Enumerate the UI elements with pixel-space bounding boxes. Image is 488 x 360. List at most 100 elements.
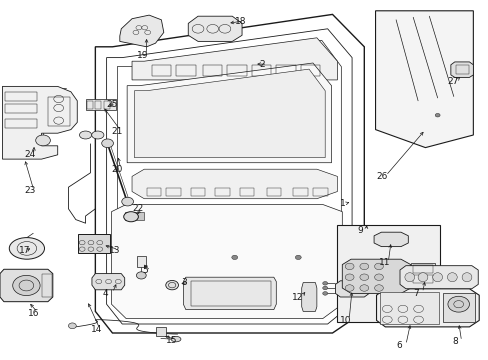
Text: 23: 23 bbox=[24, 186, 36, 195]
Circle shape bbox=[447, 296, 468, 312]
Bar bbox=[410, 263, 434, 284]
Text: 13: 13 bbox=[108, 246, 120, 255]
Bar bbox=[41, 274, 52, 297]
Bar bbox=[5, 92, 37, 101]
Bar bbox=[95, 101, 101, 109]
Circle shape bbox=[345, 285, 353, 291]
Bar bbox=[300, 65, 320, 76]
Bar bbox=[124, 212, 144, 220]
Bar bbox=[190, 188, 205, 196]
Circle shape bbox=[13, 275, 40, 296]
Bar bbox=[412, 265, 432, 273]
Circle shape bbox=[322, 282, 327, 285]
Text: 6: 6 bbox=[395, 341, 401, 350]
Polygon shape bbox=[0, 269, 53, 302]
Bar bbox=[5, 104, 37, 113]
Text: 17: 17 bbox=[19, 246, 30, 255]
Bar bbox=[87, 101, 93, 109]
Bar bbox=[151, 65, 171, 76]
Text: 12: 12 bbox=[292, 292, 303, 302]
Circle shape bbox=[374, 263, 383, 270]
Bar bbox=[412, 275, 432, 283]
Bar bbox=[5, 119, 37, 128]
Circle shape bbox=[434, 113, 439, 117]
Polygon shape bbox=[111, 204, 342, 319]
Bar bbox=[312, 188, 327, 196]
Text: 22: 22 bbox=[132, 204, 143, 213]
Text: 24: 24 bbox=[24, 150, 36, 159]
Polygon shape bbox=[127, 63, 331, 163]
Circle shape bbox=[231, 255, 237, 260]
Ellipse shape bbox=[123, 212, 138, 222]
Polygon shape bbox=[335, 281, 368, 297]
Bar bbox=[455, 65, 468, 74]
Text: 11: 11 bbox=[378, 258, 390, 267]
Text: 10: 10 bbox=[339, 316, 351, 325]
Ellipse shape bbox=[404, 273, 414, 282]
Ellipse shape bbox=[417, 273, 427, 282]
Circle shape bbox=[68, 323, 76, 329]
Ellipse shape bbox=[171, 336, 181, 342]
Bar bbox=[103, 101, 109, 109]
Circle shape bbox=[359, 274, 368, 280]
Text: 20: 20 bbox=[111, 165, 122, 174]
Polygon shape bbox=[2, 86, 77, 159]
Text: 21: 21 bbox=[111, 127, 122, 136]
Text: 15: 15 bbox=[166, 336, 178, 345]
Circle shape bbox=[359, 285, 368, 291]
Bar bbox=[85, 99, 116, 110]
Text: 7: 7 bbox=[412, 289, 418, 298]
Ellipse shape bbox=[79, 131, 92, 139]
Ellipse shape bbox=[9, 238, 44, 259]
Polygon shape bbox=[132, 38, 337, 80]
Text: 2: 2 bbox=[259, 60, 264, 69]
Bar bbox=[137, 256, 145, 267]
Text: 16: 16 bbox=[28, 309, 40, 318]
Text: 26: 26 bbox=[376, 172, 387, 181]
Bar bbox=[176, 65, 195, 76]
Bar bbox=[203, 65, 222, 76]
Bar bbox=[293, 188, 307, 196]
Circle shape bbox=[345, 274, 353, 280]
Circle shape bbox=[102, 139, 113, 148]
Circle shape bbox=[136, 272, 146, 279]
Text: 9: 9 bbox=[356, 226, 362, 235]
Bar bbox=[380, 292, 438, 324]
Bar bbox=[155, 327, 166, 336]
Text: 19: 19 bbox=[137, 51, 148, 60]
Bar bbox=[442, 293, 474, 322]
Bar bbox=[215, 188, 229, 196]
Circle shape bbox=[36, 135, 50, 146]
Circle shape bbox=[345, 263, 353, 270]
Text: 3: 3 bbox=[181, 278, 186, 287]
Ellipse shape bbox=[461, 273, 471, 282]
Polygon shape bbox=[120, 15, 163, 47]
Polygon shape bbox=[132, 169, 337, 199]
Ellipse shape bbox=[432, 273, 442, 282]
Polygon shape bbox=[183, 277, 276, 310]
Circle shape bbox=[322, 292, 327, 295]
Polygon shape bbox=[342, 259, 410, 293]
Polygon shape bbox=[134, 69, 325, 158]
Circle shape bbox=[122, 197, 133, 206]
Circle shape bbox=[359, 263, 368, 270]
Bar bbox=[146, 188, 161, 196]
Text: 5: 5 bbox=[142, 266, 147, 275]
Circle shape bbox=[374, 285, 383, 291]
Bar bbox=[276, 65, 295, 76]
Text: 4: 4 bbox=[102, 289, 108, 298]
Text: 25: 25 bbox=[106, 100, 118, 109]
Circle shape bbox=[295, 255, 301, 260]
Polygon shape bbox=[92, 274, 124, 290]
Text: 14: 14 bbox=[90, 325, 102, 334]
Polygon shape bbox=[376, 289, 478, 327]
Polygon shape bbox=[188, 16, 242, 41]
Bar bbox=[166, 188, 181, 196]
Ellipse shape bbox=[447, 273, 456, 282]
Bar bbox=[78, 234, 110, 253]
Text: 8: 8 bbox=[451, 338, 457, 346]
Bar bbox=[266, 188, 281, 196]
Bar bbox=[48, 97, 70, 126]
Bar bbox=[227, 65, 246, 76]
Circle shape bbox=[322, 286, 327, 290]
